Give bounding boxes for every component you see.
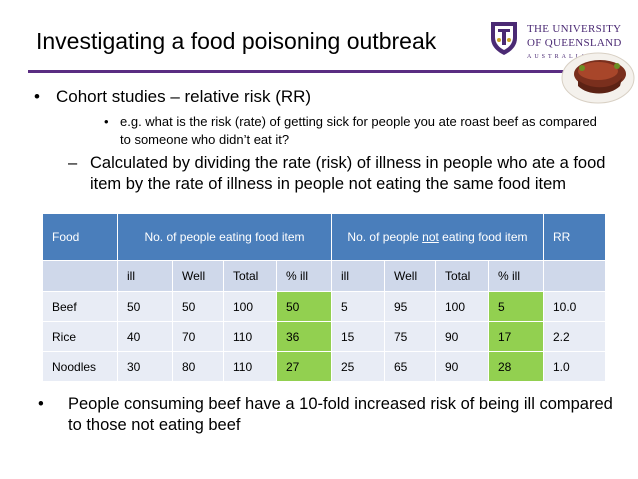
bullet-calculation: – Calculated by dividing the rate (risk)… — [68, 153, 608, 195]
table-cell: 15 — [331, 321, 385, 352]
logo-line-1: THE UNIVERSITY — [527, 23, 622, 35]
header-not-eating-post: eating food item — [438, 230, 528, 244]
logo-line-3: AUSTRALIA — [527, 54, 588, 60]
header-not-eating: No. of people not eating food item — [331, 213, 544, 261]
pct-ill-non-eaters-cell: 5 — [488, 291, 544, 322]
table-cell: 50 — [117, 291, 173, 322]
bullet-marker: – — [68, 154, 78, 172]
subheader-cell: Total — [223, 260, 277, 292]
slide-title: Investigating a food poisoning outbreak — [36, 28, 437, 54]
table-cell: 65 — [384, 351, 436, 382]
pct-ill-eaters-cell: 36 — [276, 321, 332, 352]
logo-line-2: OF QUEENSLAND — [527, 37, 622, 49]
table-cell: 40 — [117, 321, 173, 352]
pct-ill-eaters-cell: 27 — [276, 351, 332, 382]
table-header-row: Food No. of people eating food item No. … — [42, 213, 606, 261]
relative-risk-table: Food No. of people eating food item No. … — [42, 213, 606, 382]
bullet-marker: • — [104, 114, 109, 129]
table-cell: 25 — [331, 351, 385, 382]
table-cell: 90 — [435, 321, 489, 352]
table-cell: 110 — [223, 351, 277, 382]
roast-beef-image — [561, 52, 635, 104]
header-rr: RR — [543, 213, 606, 261]
subheader-cell-empty — [42, 260, 118, 292]
header-not-eating-pre: No. of people — [347, 230, 423, 244]
table-cell: 110 — [223, 321, 277, 352]
bullet-text: Calculated by dividing the rate (risk) o… — [90, 154, 606, 193]
subheader-cell-empty — [543, 260, 606, 292]
row-food: Rice — [42, 321, 118, 352]
table-row-rice: Rice 40 70 110 36 15 75 90 17 2.2 — [42, 321, 606, 352]
bullet-cohort-studies: • Cohort studies – relative risk (RR) — [34, 87, 311, 107]
header-not-word: not — [422, 230, 439, 244]
table-cell: 100 — [223, 291, 277, 322]
table-cell: 80 — [172, 351, 224, 382]
header-eating: No. of people eating food item — [117, 213, 332, 261]
subheader-cell: ill — [117, 260, 173, 292]
table-row-noodles: Noodles 30 80 110 27 25 65 90 28 1.0 — [42, 351, 606, 382]
subheader-cell: Well — [172, 260, 224, 292]
row-food: Beef — [42, 291, 118, 322]
table-cell: 75 — [384, 321, 436, 352]
rr-cell: 10.0 — [543, 291, 606, 322]
bullet-text: People consuming beef have a 10-fold inc… — [68, 395, 613, 434]
table-cell: 95 — [384, 291, 436, 322]
bullet-conclusion: • People consuming beef have a 10-fold i… — [38, 394, 618, 436]
table-cell: 70 — [172, 321, 224, 352]
crest-icon — [491, 22, 517, 55]
pct-ill-non-eaters-cell: 28 — [488, 351, 544, 382]
rr-cell: 1.0 — [543, 351, 606, 382]
bullet-marker: • — [38, 395, 44, 413]
subheader-cell: ill — [331, 260, 385, 292]
title-divider — [28, 70, 564, 73]
bullet-example: • e.g. what is the risk (rate) of gettin… — [104, 113, 604, 149]
bullet-text: Cohort studies – relative risk (RR) — [56, 87, 312, 106]
table-row-beef: Beef 50 50 100 50 5 95 100 5 10.0 — [42, 291, 606, 322]
subheader-cell: Total — [435, 260, 489, 292]
table-cell: 100 — [435, 291, 489, 322]
row-food: Noodles — [42, 351, 118, 382]
university-logo: THE UNIVERSITY OF QUEENSLAND AUSTRALIA — [487, 18, 635, 68]
pct-ill-non-eaters-cell: 17 — [488, 321, 544, 352]
header-food: Food — [42, 213, 118, 261]
subheader-cell: Well — [384, 260, 436, 292]
pct-ill-eaters-cell: 50 — [276, 291, 332, 322]
table-cell: 90 — [435, 351, 489, 382]
subheader-cell: % ill — [276, 260, 332, 292]
bullet-text: e.g. what is the risk (rate) of getting … — [120, 114, 597, 147]
table-cell: 50 — [172, 291, 224, 322]
table-subheader-row: ill Well Total % ill ill Well Total % il… — [42, 260, 606, 292]
rr-cell: 2.2 — [543, 321, 606, 352]
bullet-marker: • — [34, 87, 40, 106]
subheader-cell: % ill — [488, 260, 544, 292]
table-cell: 5 — [331, 291, 385, 322]
table-cell: 30 — [117, 351, 173, 382]
